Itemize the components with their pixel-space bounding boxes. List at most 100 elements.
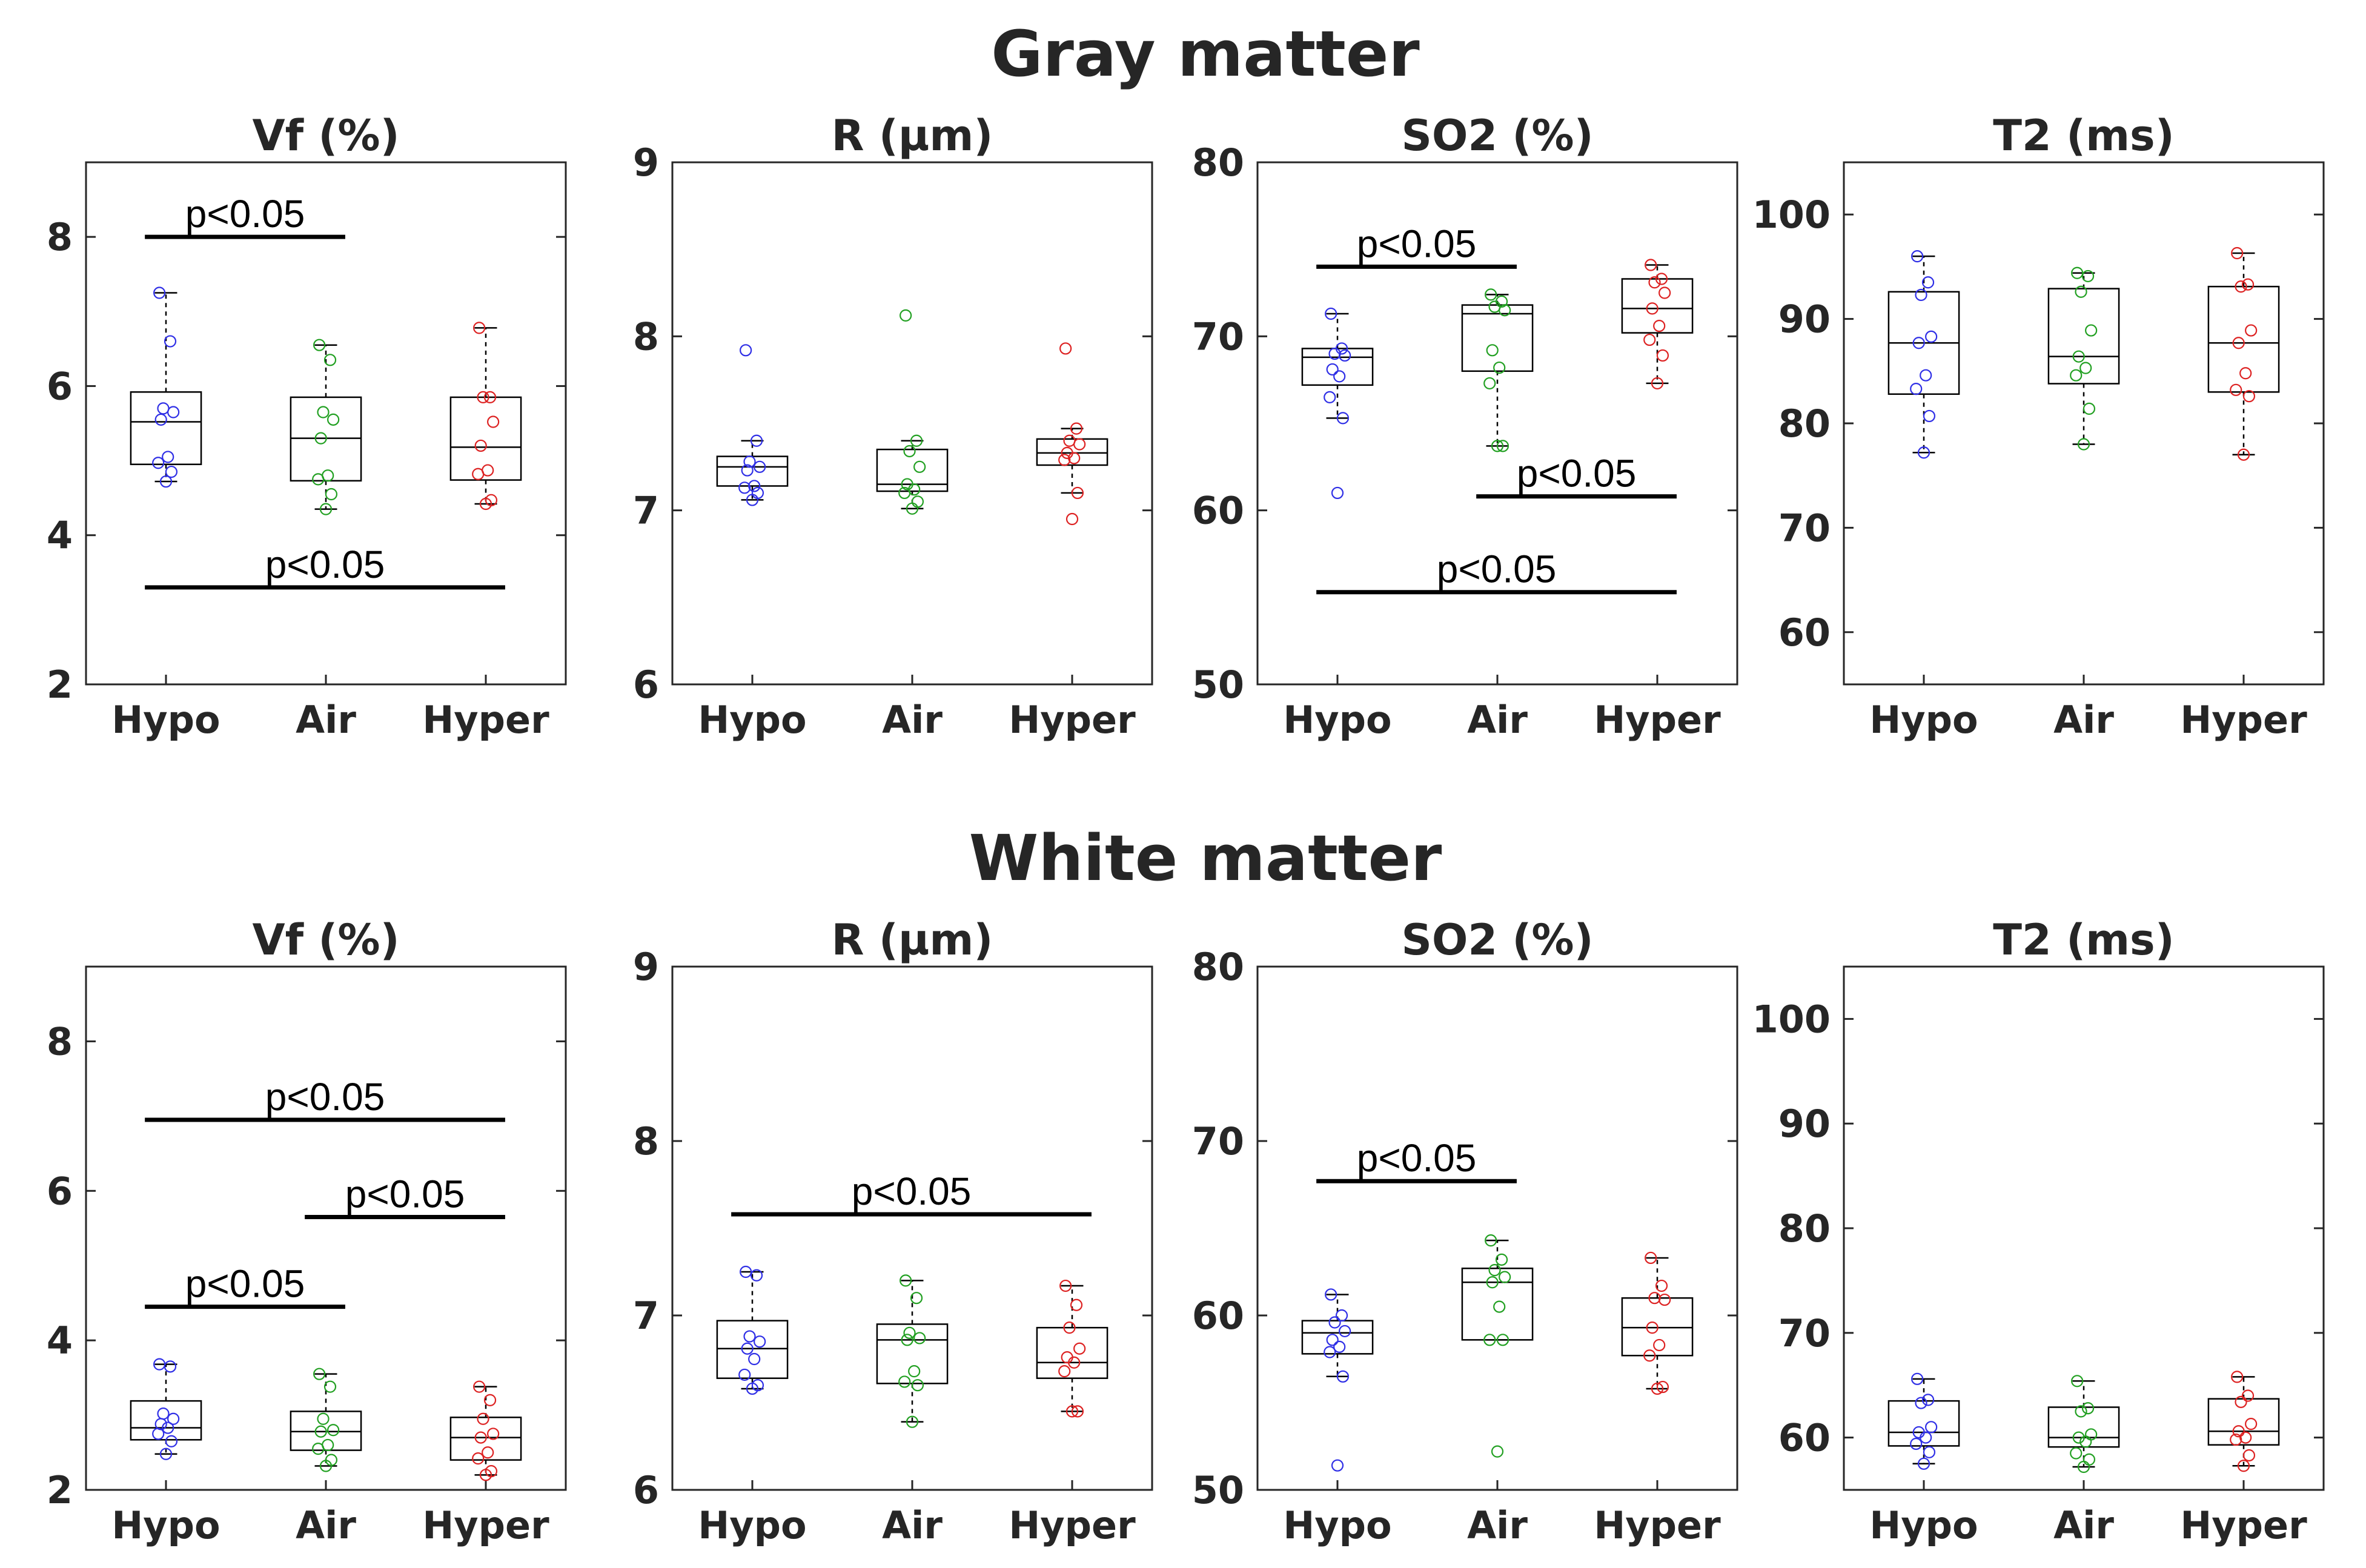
data-point-hypo (159, 1447, 173, 1460)
data-point-air (323, 354, 337, 366)
data-point-hypo (1324, 391, 1336, 404)
y-tick-label: 80 (1778, 1206, 1831, 1251)
data-point-hyper (1646, 1322, 1659, 1334)
data-point-air (903, 445, 916, 458)
x-tick-label-air: Air (296, 698, 356, 742)
box-hypo (130, 1400, 202, 1441)
data-point-air (1485, 1234, 1497, 1247)
x-tick-label-hypo: Hypo (698, 1503, 806, 1547)
data-point-hyper (477, 391, 489, 404)
y-tick-label: 100 (1752, 193, 1831, 237)
data-point-air (2075, 285, 2087, 298)
data-point-air (2083, 1453, 2096, 1466)
box-hyper (1621, 278, 1694, 334)
axes-frame (671, 161, 1153, 686)
data-point-hyper (472, 468, 485, 480)
data-point-air (1488, 1264, 1501, 1277)
y-tick-label: 9 (633, 141, 659, 185)
data-point-air (312, 473, 325, 486)
y-tick-label: 90 (1778, 297, 1831, 342)
data-point-air (2072, 1431, 2085, 1444)
data-point-hypo (1923, 409, 1936, 423)
y-tick-label: 60 (1192, 1294, 1244, 1338)
data-point-hyper (1648, 276, 1661, 289)
y-tick-label: 6 (633, 1468, 659, 1512)
x-tick-label-air: Air (1467, 698, 1528, 742)
x-tick-label-hypo: Hypo (698, 698, 806, 742)
x-tick-label-hyper: Hyper (1594, 1503, 1721, 1547)
data-point-hyper (2230, 1433, 2242, 1446)
data-point-hyper (1653, 1338, 1666, 1352)
box-hyper (2207, 1398, 2280, 1446)
data-point-air (327, 1424, 340, 1437)
data-point-hypo (1921, 1394, 1935, 1406)
data-point-hypo (1917, 446, 1930, 459)
data-point-air (900, 309, 912, 322)
data-point-hypo (1917, 1457, 1930, 1470)
box-hyper (2207, 285, 2280, 393)
data-point-air (317, 406, 330, 418)
data-point-hypo (1911, 250, 1924, 263)
y-tick-label: 80 (1778, 402, 1831, 446)
data-point-hyper (474, 439, 487, 452)
data-point-air (913, 1332, 926, 1345)
data-point-air (911, 495, 924, 508)
data-point-hypo (754, 1335, 766, 1348)
data-point-air (317, 1412, 330, 1425)
box-hyper (449, 1417, 522, 1461)
data-point-hyper (1058, 454, 1071, 466)
axis-title: T2 (ms) (1993, 915, 2174, 965)
data-point-hypo (1912, 337, 1925, 349)
data-point-hyper (1071, 1405, 1084, 1418)
data-point-hypo (1324, 1346, 1336, 1358)
data-point-hypo (1331, 486, 1344, 500)
axis-title: SO2 (%) (1401, 111, 1593, 160)
chart-white-r-m: R (µm) 6 7 8 9 Hypo Air Hyper p<0.05 (633, 915, 1153, 1547)
data-point-air (898, 486, 911, 500)
significance-label: p<0.05 (852, 1169, 972, 1213)
data-point-air (2071, 1375, 2084, 1388)
data-point-hyper (474, 1431, 487, 1444)
x-tick-label-air: Air (2053, 698, 2114, 742)
data-point-air (908, 1365, 921, 1378)
data-point-hypo (740, 344, 752, 357)
data-point-hypo (167, 1412, 180, 1425)
box-hyper (1036, 1326, 1108, 1379)
data-point-hyper (1645, 1251, 1657, 1265)
y-tick-label: 70 (1778, 1311, 1831, 1355)
data-point-hyper (483, 391, 497, 404)
significance-label: p<0.05 (185, 192, 305, 236)
data-point-hyper (1659, 1293, 1671, 1306)
data-point-air (313, 1368, 326, 1380)
data-point-hypo (1911, 1372, 1924, 1385)
data-point-hyper (2230, 383, 2242, 396)
data-point-hyper (1068, 1356, 1081, 1369)
data-point-hypo (164, 1360, 177, 1373)
y-tick-label: 70 (1192, 1119, 1244, 1163)
data-point-hypo (748, 1352, 761, 1366)
data-point-hyper (487, 1427, 500, 1440)
chart-gray-vf: Vf (%) 2 4 6 8 Hypo Air Hyper p<0.05 p<0.05 (47, 111, 567, 742)
data-point-air (312, 1443, 325, 1455)
significance-label: p<0.05 (265, 1075, 385, 1119)
x-tick-label-hypo: Hypo (1283, 1503, 1391, 1547)
significance-label: p<0.05 (345, 1172, 465, 1216)
y-tick-label: 50 (1192, 663, 1244, 707)
data-point-air (913, 460, 926, 473)
data-point-hyper (1645, 259, 1657, 271)
y-tick-label: 8 (47, 1019, 73, 1064)
significance-label: p<0.05 (265, 543, 385, 586)
y-tick-label: 8 (47, 215, 73, 259)
y-tick-label: 4 (47, 1318, 73, 1363)
data-point-hypo (740, 1265, 752, 1279)
data-point-hypo (1915, 288, 1927, 302)
data-point-hypo (165, 465, 178, 478)
data-point-hypo (754, 460, 766, 473)
data-point-air (1493, 1300, 1506, 1313)
data-point-air (903, 1326, 916, 1339)
chart-white-so2: SO2 (%) 50 60 70 80 Hypo Air Hyper p<0.05 (1192, 915, 1738, 1547)
data-point-hyper (1065, 512, 1079, 526)
x-tick-label-hypo: Hypo (1869, 1503, 1978, 1547)
data-point-air (1483, 1334, 1496, 1346)
